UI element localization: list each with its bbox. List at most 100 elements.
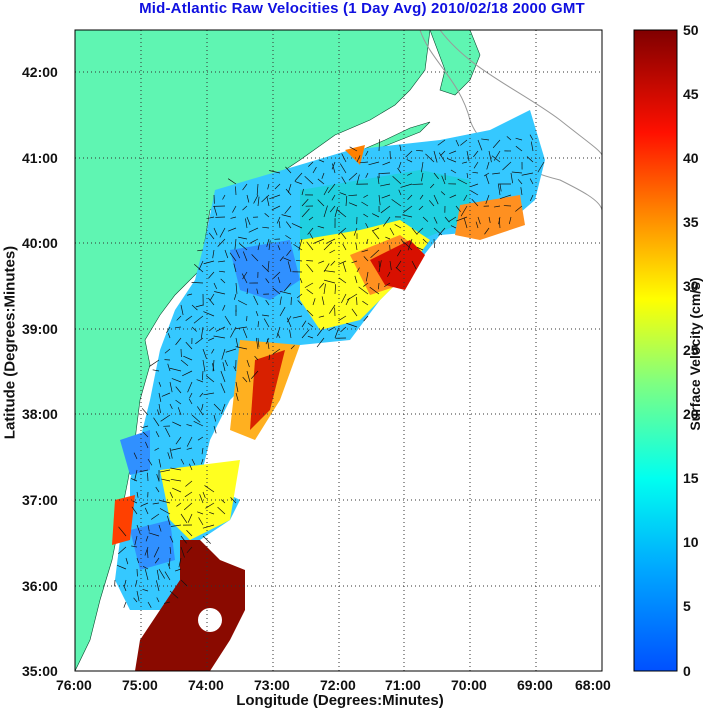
velocity-vector <box>164 571 171 581</box>
velocity-vector <box>438 152 446 163</box>
velocity-vector <box>191 326 197 332</box>
velocity-vector <box>493 150 501 161</box>
velocity-vector <box>215 326 226 332</box>
velocity-vector <box>201 370 204 381</box>
velocity-vector <box>307 227 314 235</box>
velocity-vector <box>217 238 226 247</box>
velocity-vector <box>361 249 369 253</box>
velocity-vector <box>251 254 259 262</box>
velocity-vector <box>208 271 215 279</box>
velocity-vector <box>281 214 292 218</box>
velocity-vector <box>159 508 171 515</box>
velocity-vector <box>323 283 326 295</box>
velocity-vector <box>363 282 369 287</box>
velocity-vector <box>257 196 260 207</box>
velocity-vector <box>475 221 479 229</box>
velocity-vector <box>213 227 218 236</box>
velocity-vector <box>407 238 413 251</box>
velocity-vector <box>178 557 182 568</box>
velocity-vector <box>382 161 391 166</box>
velocity-vector <box>147 524 150 532</box>
velocity-vector <box>140 502 149 507</box>
velocity-vector <box>283 257 292 262</box>
velocity-vector <box>257 321 259 328</box>
velocity-vector <box>257 337 260 348</box>
velocity-vector <box>158 392 162 402</box>
grid <box>75 30 602 671</box>
velocity-vector <box>147 472 149 482</box>
velocity-vector <box>378 194 381 206</box>
velocity-vector <box>164 348 171 354</box>
velocity-vector <box>517 179 523 185</box>
velocity-vector <box>255 311 259 317</box>
velocity-vector <box>222 362 226 372</box>
velocity-vector <box>169 546 172 554</box>
velocity-vector <box>242 376 248 383</box>
velocity-vector <box>345 297 350 306</box>
velocity-vector <box>348 202 358 207</box>
velocity-vector <box>323 279 336 284</box>
velocity-vector <box>497 183 501 196</box>
velocity-vector <box>185 315 193 321</box>
velocity-vector <box>285 188 292 196</box>
velocity-vector <box>246 288 249 295</box>
velocity-vector <box>349 146 358 152</box>
colorbar-tick-label: 25 <box>683 342 699 358</box>
velocity-vector <box>136 590 140 602</box>
velocity-vector <box>254 355 259 361</box>
velocity-vector <box>419 194 424 200</box>
velocity-vector <box>152 502 160 505</box>
velocity-vector <box>144 507 149 515</box>
velocity-vector <box>395 260 402 269</box>
velocity-vector <box>175 337 182 346</box>
velocity-vector <box>460 205 468 217</box>
velocity-vector <box>440 150 446 156</box>
velocity-vector <box>207 216 215 219</box>
velocity-vector <box>180 359 189 367</box>
velocity-vector <box>361 201 369 207</box>
velocity-vector <box>448 216 457 222</box>
velocity-vector <box>180 546 185 558</box>
colorbar-tick-label: 40 <box>683 150 699 166</box>
velocity-vector <box>197 511 204 515</box>
velocity-vector <box>520 187 523 196</box>
xtick-label: 73:00 <box>254 677 290 693</box>
velocity-vector <box>406 159 413 163</box>
velocity-vector <box>290 345 295 350</box>
velocity-vector <box>153 546 160 558</box>
velocity-vector <box>321 296 325 306</box>
velocity-vector <box>389 227 395 236</box>
velocity-vector <box>389 260 392 271</box>
velocity-vector <box>201 458 204 465</box>
velocity-vector <box>292 315 303 319</box>
velocity-vector <box>331 161 336 170</box>
velocity-vector <box>399 144 402 152</box>
velocity-vector <box>186 530 193 537</box>
colorbar-tick-label: 5 <box>683 598 691 614</box>
velocity-vector <box>170 478 182 482</box>
velocity-vector <box>466 150 470 162</box>
ytick-label: 38:00 <box>22 406 58 422</box>
velocity-vector <box>287 261 292 273</box>
velocity-vector <box>131 506 138 515</box>
velocity-vector <box>203 311 215 317</box>
velocity-vector <box>248 227 259 233</box>
velocity-vector <box>363 315 369 322</box>
ytick-label: 36:00 <box>22 578 58 594</box>
velocity-vector <box>266 196 270 207</box>
velocity-vector <box>169 403 173 410</box>
velocity-vector <box>418 205 424 211</box>
velocity-vector <box>356 297 358 306</box>
velocity-vector <box>267 183 270 190</box>
velocity-vector <box>433 172 439 180</box>
velocity-vector <box>366 238 369 244</box>
velocity-vector <box>449 194 457 199</box>
velocity-vector <box>308 161 314 167</box>
velocity-vector <box>170 467 182 471</box>
velocity-vector <box>261 314 270 317</box>
xtick-label: 70:00 <box>451 677 487 693</box>
velocity-vector <box>491 155 501 163</box>
cape-cod <box>429 30 481 96</box>
velocity-vector <box>355 242 358 251</box>
